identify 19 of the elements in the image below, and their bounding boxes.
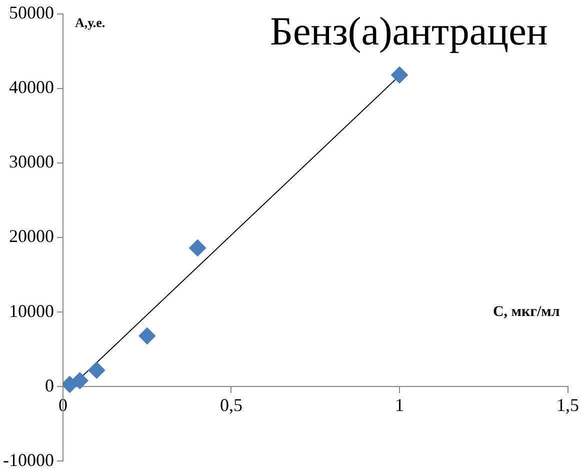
point — [88, 362, 106, 379]
y-tick-label: 20000 — [8, 226, 54, 246]
point — [71, 372, 88, 390]
x-tick-label: 0 — [58, 395, 68, 416]
y-axis-title: А,у.е. — [74, 15, 106, 30]
chart-title: Бенз(а)антрацен — [270, 8, 548, 54]
y-tick-label: -10000 — [2, 450, 54, 470]
point — [391, 66, 408, 84]
point — [138, 327, 156, 344]
y-tick-label: 10000 — [8, 300, 54, 321]
x-tick-label: 1,5 — [556, 395, 579, 416]
x-axis-title: С, мкг/мл — [492, 304, 560, 320]
x-tick-label: 1 — [395, 395, 404, 416]
y-tick-label: 30000 — [8, 152, 54, 172]
point — [189, 239, 206, 256]
y-tick-label: 50000 — [8, 2, 54, 23]
y-tick-label: 0 — [44, 375, 54, 396]
y-tick-label: 40000 — [8, 77, 54, 98]
x-tick-label: 0,5 — [220, 395, 242, 416]
